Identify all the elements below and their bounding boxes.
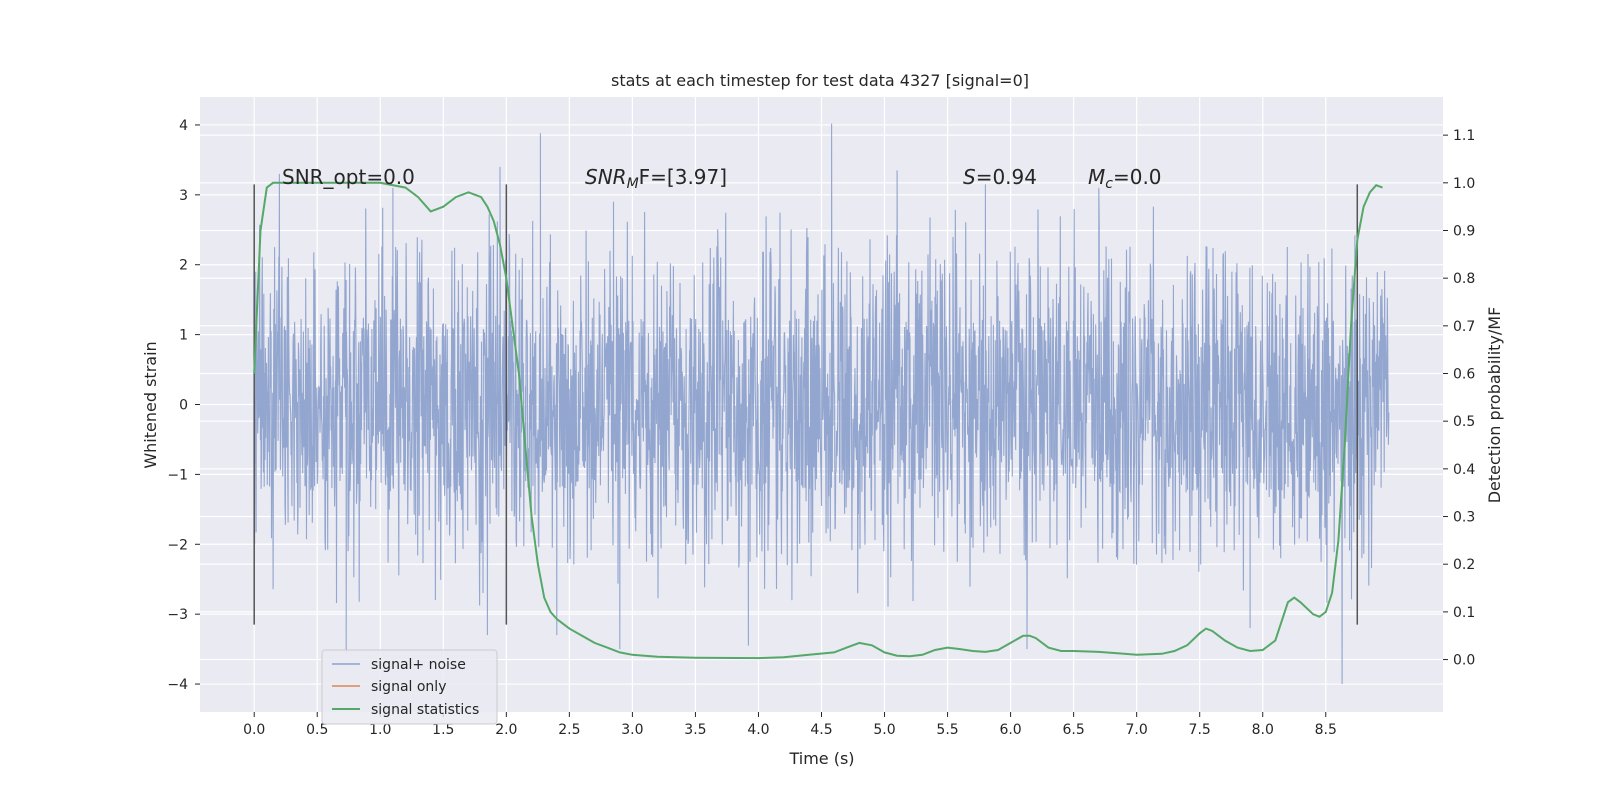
y-tick-label: −4 [167,677,188,693]
legend-label-signal-noise: signal+ noise [371,657,466,673]
x-tick-label: 3.0 [621,722,643,738]
signal-noise-line [253,123,1390,685]
legend: signal+ noise signal only signal statist… [321,649,498,725]
y2-tick-label: 0.2 [1453,557,1475,573]
x-tick-label: 0.0 [243,722,265,738]
y2-axis-label: Detection probability/MF [1485,307,1504,504]
x-tick-label: 0.5 [306,722,328,738]
x-tick-label: 6.5 [1062,722,1084,738]
vertical-marker-lines [253,184,1359,625]
x-tick-label: 7.0 [1126,722,1148,738]
legend-label-signal-statistics: signal statistics [371,702,479,718]
y2-tick-label: 0.7 [1453,319,1475,335]
legend-label-signal-only: signal only [371,679,446,695]
x-tick-label: 5.5 [936,722,958,738]
y-tick-label: 2 [179,258,188,274]
x-tick-label: 3.5 [684,722,706,738]
y-tick-label: 0 [179,398,188,414]
annotation-snr-mf-sub: M [627,176,639,192]
x-tick-label: 2.5 [558,722,580,738]
x-tick-label: 1.0 [369,722,391,738]
annotation-snr-opt: SNR_opt=0.0 [282,165,415,189]
y2-tick-label: 0.5 [1453,414,1475,430]
y2-tick-label: 0.6 [1453,367,1475,383]
y-tick-label: −2 [167,537,188,553]
y2-tick-label: 0.8 [1453,271,1475,287]
annotation-s-var: S [963,165,976,189]
y-tick-label: 1 [179,328,188,344]
annotation-mc-sub: c [1105,176,1113,192]
annotation-snr-mf: SNRMF=[3.97] [585,165,727,192]
x-tick-label: 8.5 [1315,722,1337,738]
y-tick-label: −1 [167,467,188,483]
signal-noise-series [253,123,1390,685]
annotation-mc-val: =0.0 [1113,165,1162,189]
y2-tick-label: 0.4 [1453,462,1475,478]
x-axis-label: Time (s) [788,749,854,768]
y2-tick-label: 1.0 [1453,176,1475,192]
x-tick-label: 8.0 [1252,722,1274,738]
chart-title: stats at each timestep for test data 432… [611,71,1029,90]
signal-statistics-line [253,181,1383,660]
annotation-snr-mf-suffix: F=[3.97] [639,165,727,189]
y-axis-label: Whitened strain [141,341,160,468]
x-tick-label: 4.5 [810,722,832,738]
annotation-s: S=0.94 [963,165,1037,189]
y-tick-label: 3 [179,188,188,204]
x-tick-label: 5.0 [873,722,895,738]
x-tick-label: 7.5 [1189,722,1211,738]
y-tick-label: −3 [167,607,188,623]
y2-tick-label: 0.3 [1453,510,1475,526]
annotation-snr-mf-prefix: SNR [585,165,627,189]
annotation-mc-var: M [1088,165,1105,189]
y2-tick-label: 0.9 [1453,223,1475,239]
annotation-mc: Mc=0.0 [1088,165,1162,192]
x-tick-label: 6.0 [999,722,1021,738]
x-tick-label: 1.5 [432,722,454,738]
ticks: 0.0 0.5 1.0 1.5 2.0 2.5 3.0 3.5 4.0 4.5 5.0 5.5 6.0 6… [167,118,1475,738]
y-tick-label: 4 [179,118,188,134]
y2-tick-label: 0.0 [1453,653,1475,669]
y2-tick-label: 1.1 [1453,128,1475,144]
y2-tick-label: 0.1 [1453,605,1475,621]
x-tick-label: 2.0 [495,722,517,738]
legend-box [321,649,498,725]
annotation-s-val: =0.94 [976,165,1037,189]
x-tick-label: 4.0 [747,722,769,738]
signal-statistics-series [253,181,1383,660]
